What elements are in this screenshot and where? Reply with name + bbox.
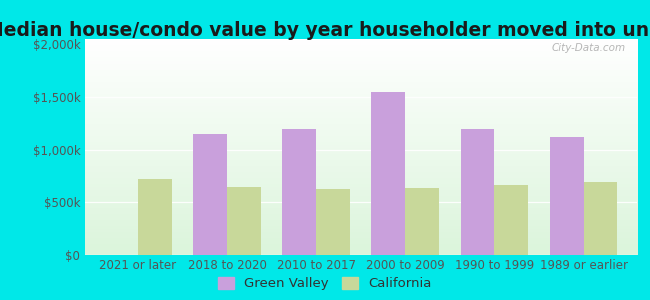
Bar	[193, 134, 227, 255]
Legend: Green Valley, California: Green Valley, California	[218, 277, 432, 290]
Bar	[406, 188, 439, 255]
Bar	[316, 189, 350, 255]
Bar	[584, 182, 618, 255]
Bar	[227, 187, 261, 255]
Bar	[461, 129, 495, 255]
Bar	[495, 185, 528, 255]
Text: City-Data.com: City-Data.com	[552, 43, 626, 53]
Bar	[550, 137, 584, 255]
Text: Median house/condo value by year householder moved into unit: Median house/condo value by year househo…	[0, 21, 650, 40]
Bar	[371, 92, 406, 255]
Bar	[282, 129, 316, 255]
Bar	[138, 178, 172, 255]
